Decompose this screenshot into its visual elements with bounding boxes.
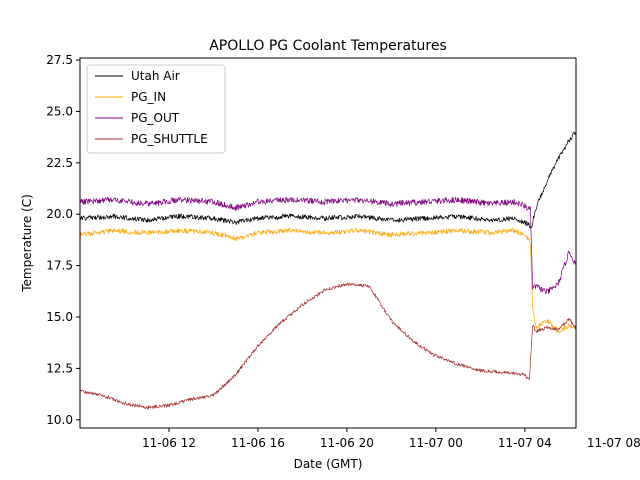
x-tick-label: 11-06 20 [320, 436, 374, 450]
x-tick-label: 11-06 12 [142, 436, 196, 450]
legend-label: PG_IN [131, 90, 166, 104]
series-line-pg-shuttle [80, 282, 576, 410]
y-axis: 10.0 12.5 15.0 17.5 20.0 22.5 25.0 27.5 [46, 53, 80, 427]
chart-title: APOLLO PG Coolant Temperatures [209, 38, 447, 54]
legend-box [86, 64, 226, 154]
y-axis-label: Temperature (C) [20, 194, 34, 293]
legend-label: PG_OUT [131, 111, 180, 125]
series-line-pg-in [80, 228, 576, 334]
series-layer [80, 131, 576, 410]
y-tick-label: 12.5 [46, 361, 73, 375]
x-tick-label: 11-07 08 [587, 436, 640, 450]
x-axis-label: Date (GMT) [294, 457, 363, 471]
axes-frame [79, 57, 577, 429]
series-line-utah-air [80, 131, 576, 229]
y-tick-label: 10.0 [46, 413, 73, 427]
legend-label: Utah Air [131, 69, 180, 83]
legend: Utah Air PG_IN PG_OUT PG_SHUTTLE [86, 64, 226, 154]
y-tick-label: 20.0 [46, 207, 73, 221]
x-tick-label: 11-06 16 [231, 436, 285, 450]
x-tick-label: 11-07 04 [498, 436, 552, 450]
y-tick-label: 27.5 [46, 53, 73, 67]
x-axis: 11-06 12 11-06 16 11-06 20 11-07 00 11-07 04… [142, 428, 640, 450]
y-tick-label: 17.5 [46, 259, 73, 273]
legend-label: PG_SHUTTLE [131, 132, 208, 146]
y-tick-label: 15.0 [46, 310, 73, 324]
y-tick-label: 25.0 [46, 104, 73, 118]
plot-area: 10.0 12.5 15.0 17.5 20.0 22.5 25.0 27.5 11-06 1… [46, 53, 640, 450]
series-line-pg-out [80, 196, 576, 294]
x-tick-label: 11-07 00 [409, 436, 463, 450]
y-tick-label: 22.5 [46, 156, 73, 170]
